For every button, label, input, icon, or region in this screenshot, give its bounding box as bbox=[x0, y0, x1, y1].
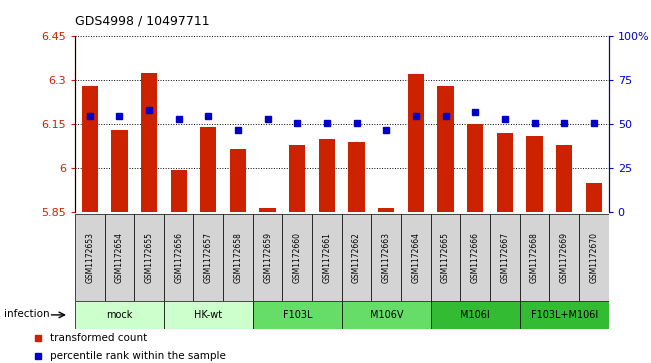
Text: GSM1172668: GSM1172668 bbox=[530, 232, 539, 283]
Bar bbox=[75, 301, 164, 329]
Text: GSM1172667: GSM1172667 bbox=[501, 232, 509, 283]
Bar bbox=[378, 208, 395, 212]
Text: GSM1172663: GSM1172663 bbox=[381, 232, 391, 283]
Text: GSM1172662: GSM1172662 bbox=[352, 232, 361, 283]
Bar bbox=[408, 74, 424, 212]
Bar bbox=[348, 142, 365, 212]
Text: transformed count: transformed count bbox=[50, 334, 147, 343]
Bar bbox=[579, 214, 609, 301]
Text: GSM1172657: GSM1172657 bbox=[204, 232, 213, 283]
Text: percentile rank within the sample: percentile rank within the sample bbox=[50, 351, 226, 362]
Bar bbox=[519, 301, 609, 329]
Text: GSM1172655: GSM1172655 bbox=[145, 232, 154, 283]
Bar bbox=[289, 145, 305, 212]
Bar bbox=[134, 214, 164, 301]
Bar bbox=[164, 301, 253, 329]
Bar bbox=[490, 214, 519, 301]
Text: GSM1172658: GSM1172658 bbox=[234, 232, 242, 283]
Bar bbox=[164, 214, 193, 301]
Text: M106I: M106I bbox=[460, 310, 490, 320]
Text: GSM1172656: GSM1172656 bbox=[174, 232, 183, 283]
Bar bbox=[519, 214, 549, 301]
Text: GSM1172669: GSM1172669 bbox=[560, 232, 569, 283]
Text: F103L+M106I: F103L+M106I bbox=[531, 310, 598, 320]
Text: infection: infection bbox=[4, 309, 49, 319]
Bar bbox=[342, 301, 431, 329]
Bar bbox=[586, 183, 602, 212]
Bar bbox=[230, 149, 246, 212]
Text: GSM1172670: GSM1172670 bbox=[589, 232, 598, 283]
Bar bbox=[200, 127, 217, 212]
Bar bbox=[437, 86, 454, 212]
Bar bbox=[253, 301, 342, 329]
Bar bbox=[467, 125, 484, 212]
Bar bbox=[81, 86, 98, 212]
Bar bbox=[171, 170, 187, 212]
Text: GSM1172661: GSM1172661 bbox=[322, 232, 331, 283]
Bar bbox=[193, 214, 223, 301]
Text: GSM1172666: GSM1172666 bbox=[471, 232, 480, 283]
Bar bbox=[141, 73, 157, 212]
Text: HK-wt: HK-wt bbox=[194, 310, 223, 320]
Bar bbox=[223, 214, 253, 301]
Bar bbox=[556, 145, 572, 212]
Text: GSM1172660: GSM1172660 bbox=[293, 232, 302, 283]
Text: GSM1172653: GSM1172653 bbox=[85, 232, 94, 283]
Bar bbox=[460, 214, 490, 301]
Bar bbox=[105, 214, 134, 301]
Bar bbox=[319, 139, 335, 212]
Text: GSM1172664: GSM1172664 bbox=[411, 232, 421, 283]
Text: GSM1172665: GSM1172665 bbox=[441, 232, 450, 283]
Bar bbox=[372, 214, 401, 301]
Bar bbox=[401, 214, 431, 301]
Bar bbox=[283, 214, 312, 301]
Bar bbox=[497, 133, 513, 212]
Bar bbox=[312, 214, 342, 301]
Text: GSM1172659: GSM1172659 bbox=[263, 232, 272, 283]
Text: mock: mock bbox=[106, 310, 133, 320]
Text: F103L: F103L bbox=[283, 310, 312, 320]
Bar bbox=[111, 130, 128, 212]
Bar bbox=[527, 136, 543, 212]
Bar bbox=[75, 214, 105, 301]
Bar bbox=[431, 301, 519, 329]
Text: GDS4998 / 10497711: GDS4998 / 10497711 bbox=[75, 15, 210, 28]
Bar bbox=[549, 214, 579, 301]
Text: GSM1172654: GSM1172654 bbox=[115, 232, 124, 283]
Bar bbox=[342, 214, 372, 301]
Bar bbox=[253, 214, 283, 301]
Bar bbox=[431, 214, 460, 301]
Bar bbox=[260, 208, 276, 212]
Text: M106V: M106V bbox=[370, 310, 403, 320]
